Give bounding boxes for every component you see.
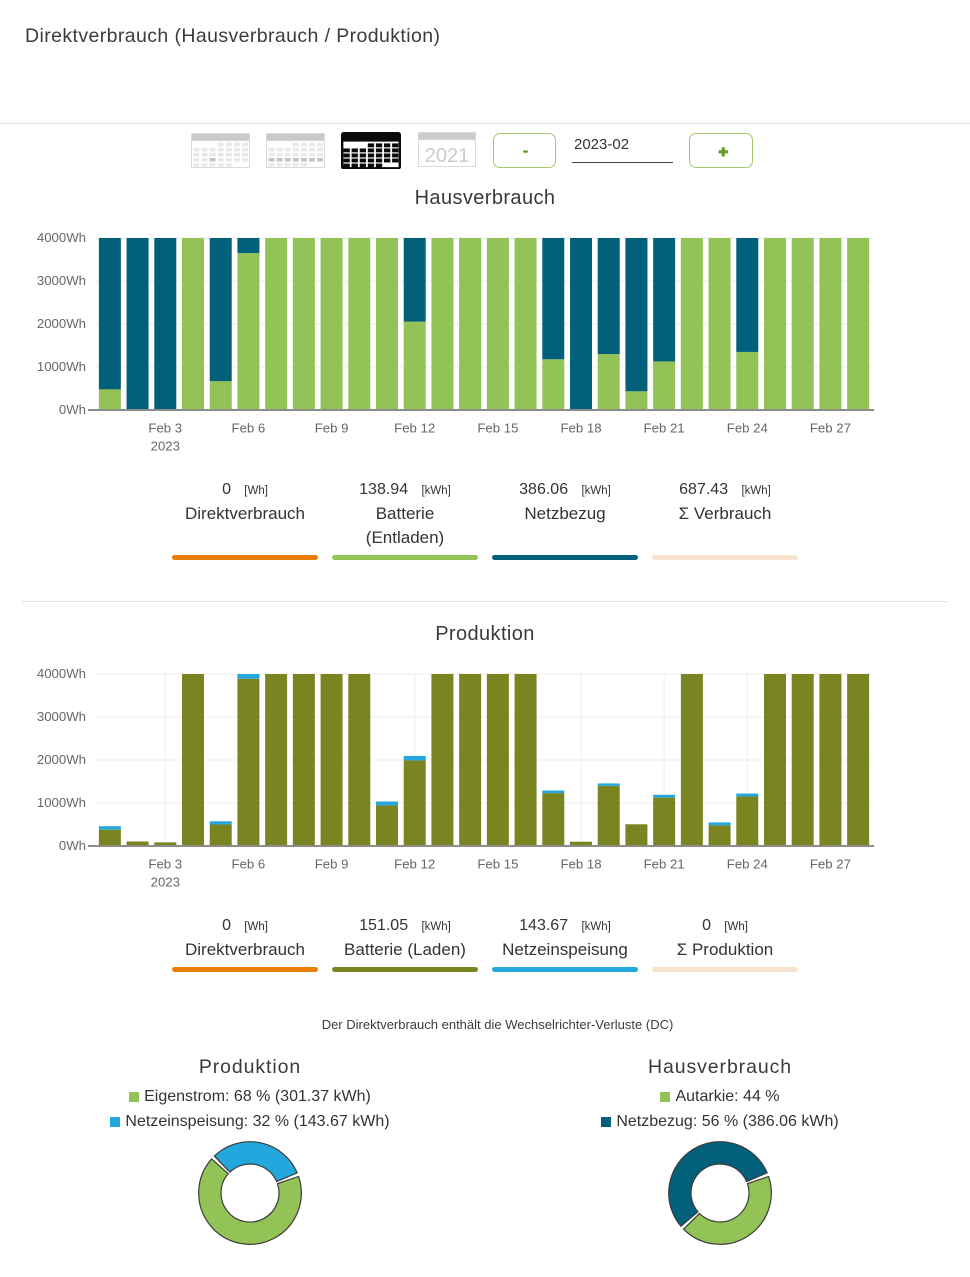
svg-text:Feb 3: Feb 3 xyxy=(148,421,182,436)
svg-text:Feb 21: Feb 21 xyxy=(644,421,685,436)
svg-text:1000Wh: 1000Wh xyxy=(37,359,86,374)
svg-text:Feb 15: Feb 15 xyxy=(477,857,518,872)
svg-text:4000Wh: 4000Wh xyxy=(37,666,86,681)
svg-text:0Wh: 0Wh xyxy=(59,402,86,417)
svg-text:Feb 9: Feb 9 xyxy=(315,857,349,872)
svg-text:Feb 6: Feb 6 xyxy=(232,421,266,436)
svg-text:Feb 27: Feb 27 xyxy=(810,421,851,436)
svg-text:2000Wh: 2000Wh xyxy=(37,752,86,767)
svg-text:2023: 2023 xyxy=(151,439,180,454)
svg-text:Feb 27: Feb 27 xyxy=(810,857,851,872)
svg-text:Feb 9: Feb 9 xyxy=(315,421,349,436)
svg-text:Feb 24: Feb 24 xyxy=(727,857,768,872)
svg-text:3000Wh: 3000Wh xyxy=(37,709,86,724)
svg-text:Feb 21: Feb 21 xyxy=(644,857,685,872)
svg-text:Feb 15: Feb 15 xyxy=(477,421,518,436)
svg-text:0Wh: 0Wh xyxy=(59,838,86,853)
svg-text:2000Wh: 2000Wh xyxy=(37,316,86,331)
svg-text:3000Wh: 3000Wh xyxy=(37,273,86,288)
svg-text:Feb 6: Feb 6 xyxy=(232,857,266,872)
svg-text:Feb 18: Feb 18 xyxy=(560,857,601,872)
svg-text:Feb 12: Feb 12 xyxy=(394,421,435,436)
svg-text:4000Wh: 4000Wh xyxy=(37,230,86,245)
svg-text:Feb 3: Feb 3 xyxy=(148,857,182,872)
svg-text:2023: 2023 xyxy=(151,875,180,890)
svg-text:Feb 18: Feb 18 xyxy=(560,421,601,436)
svg-text:2021: 2021 xyxy=(425,145,470,167)
svg-text:1000Wh: 1000Wh xyxy=(37,795,86,810)
svg-text:Feb 24: Feb 24 xyxy=(727,421,768,436)
svg-text:Feb 12: Feb 12 xyxy=(394,857,435,872)
